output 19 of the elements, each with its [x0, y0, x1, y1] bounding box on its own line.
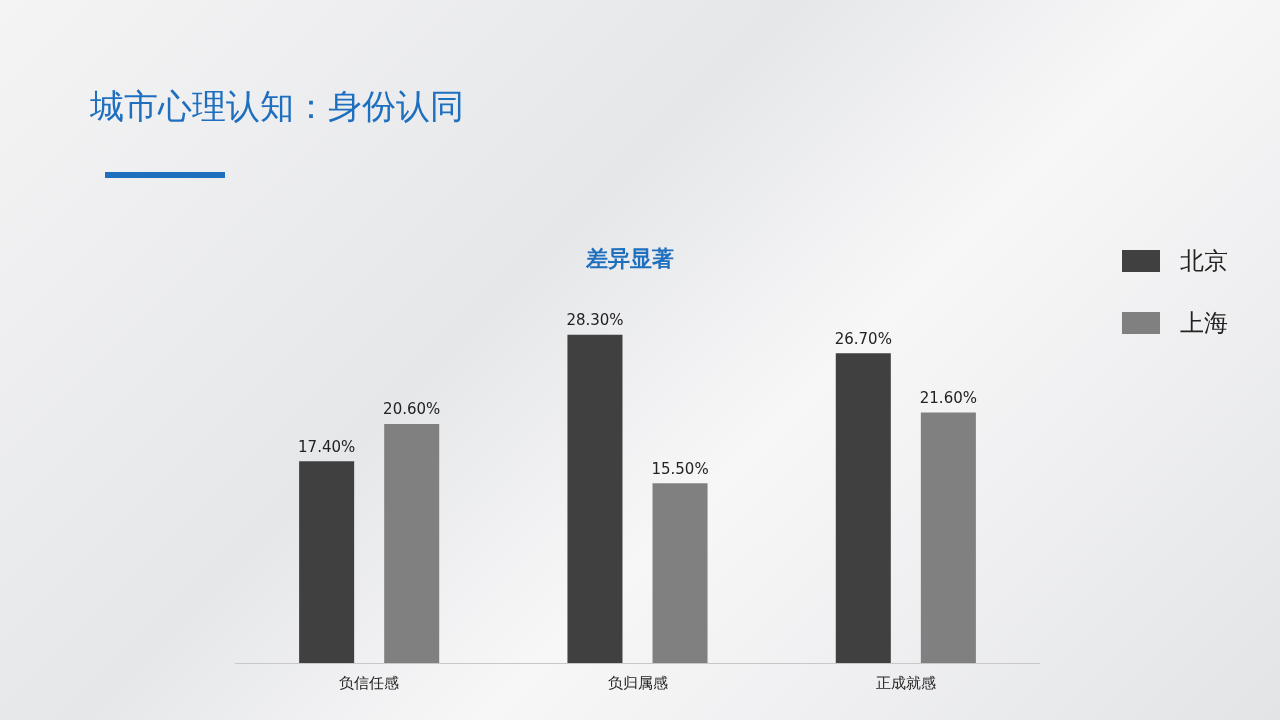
data-label: 28.30%	[566, 311, 624, 330]
data-label: 20.60%	[383, 400, 441, 419]
legend-label: 北京	[1180, 246, 1228, 277]
data-label: 15.50%	[651, 459, 709, 478]
chart-subtitle: 差异显著	[585, 245, 675, 273]
bar	[920, 412, 976, 663]
bar	[384, 424, 440, 663]
data-label: 21.60%	[919, 388, 977, 407]
bar	[835, 353, 891, 663]
data-label: 26.70%	[834, 329, 892, 348]
x-tick-label: 负信任感	[339, 673, 400, 692]
x-tick-label: 正成就感	[875, 673, 936, 692]
chart-title: 城市心理认知：身份认同	[90, 85, 464, 128]
bar	[652, 483, 708, 663]
legend-label: 上海	[1180, 308, 1228, 339]
x-tick-label: 负归属感	[607, 673, 668, 692]
data-label: 17.40%	[298, 437, 356, 456]
bar	[299, 461, 355, 663]
bar	[567, 334, 623, 663]
